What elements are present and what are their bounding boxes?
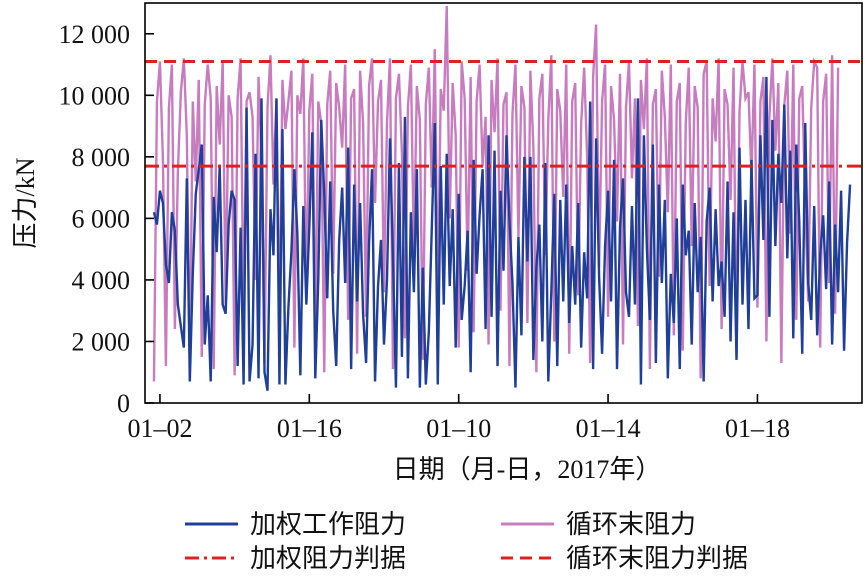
legend-label-cycle-end-criterion: 循环末阻力判据 — [566, 544, 748, 573]
x-tick-label: 01–02 — [127, 414, 192, 443]
y-tick-label: 0 — [117, 389, 130, 418]
y-tick-label: 2 000 — [72, 327, 131, 356]
y-tick-label: 6 000 — [72, 204, 131, 233]
cycle-end-resistance-line — [152, 6, 840, 382]
plot-frame — [144, 2, 863, 404]
weighted-working-resistance-line — [152, 76, 852, 391]
legend: 加权工作阻力 循环末阻力 加权阻力判据 循环末阻力判据 — [185, 510, 748, 573]
x-tick-label: 01–16 — [277, 414, 342, 443]
y-axis-title: 压力/kN — [11, 157, 40, 248]
y-tick-label: 8 000 — [72, 143, 131, 172]
y-tick-label: 4 000 — [72, 266, 131, 295]
criteria-layer — [145, 59, 862, 168]
legend-label-weighted-working-resistance: 加权工作阻力 — [250, 510, 406, 539]
y-axis: 0 2 000 4 000 6 000 8 000 10 000 12 000 — [59, 20, 154, 418]
x-tick-label: 01–14 — [576, 414, 641, 443]
x-tick-label: 01–10 — [426, 414, 491, 443]
x-tick-label: 01–18 — [725, 414, 790, 443]
y-tick-label: 12 000 — [59, 20, 131, 49]
y-tick-label: 10 000 — [59, 81, 131, 110]
x-axis: 01–02 01–16 01–10 01–14 01–18 — [127, 394, 790, 443]
series-layer — [152, 6, 852, 391]
legend-label-cycle-end-resistance: 循环末阻力 — [566, 510, 696, 539]
legend-label-weighted-criterion: 加权阻力判据 — [250, 544, 406, 573]
x-axis-title: 日期（月-日，2017年） — [393, 455, 662, 484]
